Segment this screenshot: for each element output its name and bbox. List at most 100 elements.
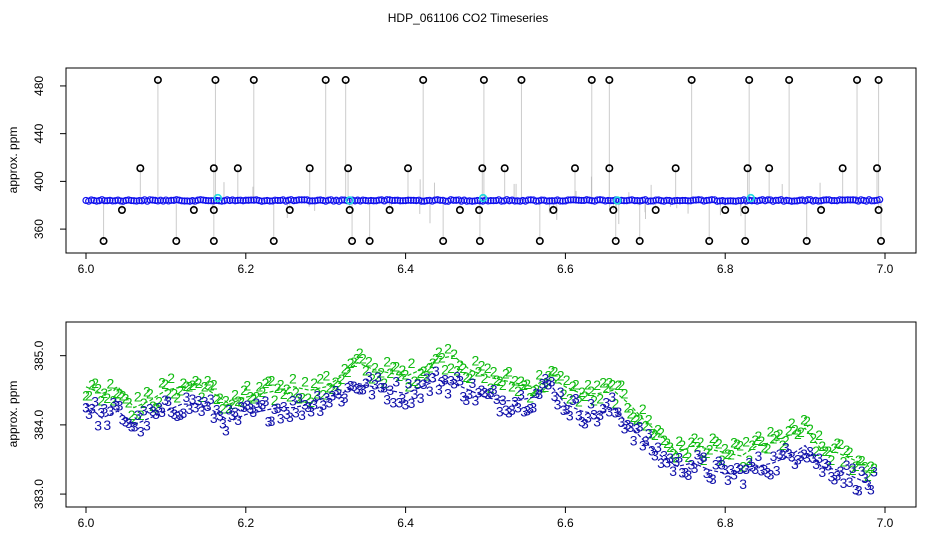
series-2-marker: 2 [344,364,352,380]
series-2-marker: 2 [347,355,355,371]
flagged-point [609,206,618,215]
bottom-y-tick-label: 385.0 [32,340,46,370]
series-3-marker: 3 [785,445,793,461]
series-2-marker: 2 [827,452,835,468]
flagged-point [635,237,644,246]
series-2-marker: 2 [350,354,358,370]
series-2-marker: 2 [815,427,823,443]
series-2-marker: 2 [809,430,817,446]
flagged-point [345,206,354,215]
series-3-marker: 3 [666,450,674,466]
series-3-marker: 3 [94,417,102,433]
series-2-marker: 2 [691,430,699,446]
series-3-marker: 3 [843,457,851,473]
flagged-point [475,237,484,246]
series-3-marker: 3 [834,468,842,484]
series-2-marker: 2 [392,359,400,375]
series-2-marker: 2 [277,376,285,392]
flagged-point [535,237,544,246]
series-2-marker: 2 [106,375,114,391]
series-2-marker: 2 [155,393,163,409]
series-3-marker: 3 [602,394,610,410]
series-3-marker: 3 [414,376,422,392]
series-2-marker: 2 [109,393,117,409]
series-2-marker: 2 [283,381,291,397]
series-2-marker: 2 [149,398,157,414]
flagged-point [853,75,862,84]
data-point [402,196,410,205]
flagged-point [249,75,258,84]
bottom-plot-marks: 2222222222222222222222222222222222222222… [82,341,878,499]
series-3-marker: 3 [216,407,224,423]
series-3-marker: 3 [377,380,385,396]
series-3-marker: 3 [179,405,187,421]
series-2-marker: 2 [736,437,744,453]
data-point [657,197,665,205]
series-3-marker: 3 [776,446,784,462]
series-3-marker: 3 [867,482,875,498]
series-3-marker: 3 [569,392,577,408]
series-2-marker: 2 [678,437,686,453]
series-3-marker: 3 [481,385,489,401]
series-3-marker: 3 [319,397,327,413]
series-2-marker: 2 [642,417,650,433]
series-3-marker: 3 [846,474,854,490]
series-2-marker: 2 [599,375,607,391]
series-2-marker: 2 [444,341,452,357]
series-3-marker: 3 [657,455,665,471]
series-2-marker: 2 [325,379,333,395]
data-point [569,196,577,204]
series-3-marker: 3 [210,410,218,426]
series-2-marker: 2 [295,390,303,406]
series-3-marker: 3 [103,417,111,433]
bottom-x-tick-label: 6.2 [237,516,254,530]
flagged-point [344,164,353,173]
series-2-marker: 2 [228,396,236,412]
series-3-marker: 3 [225,402,233,418]
series-2-marker: 2 [243,378,251,394]
series-2-marker: 2 [773,428,781,444]
series-2-marker: 2 [420,363,428,379]
series-3-marker: 3 [161,392,169,408]
top-x-tick-label: 7.0 [877,262,894,276]
series-3-marker: 3 [633,421,641,437]
series-2-marker: 2 [341,361,349,377]
data-point [721,197,729,205]
series-2-marker: 2 [158,375,166,391]
series-3-marker: 3 [176,407,184,423]
data-point [543,197,551,205]
series-2-marker: 2 [265,373,273,389]
flagged-point [802,237,811,246]
series-3-marker: 3 [472,393,480,409]
series-3-marker: 3 [648,443,656,459]
series-3-marker: 3 [800,446,808,462]
series-2-marker: 2 [182,378,190,394]
series-3-marker: 3 [751,461,759,477]
data-point [841,196,849,204]
data-point [133,197,141,205]
bottom-x-tick-label: 6.0 [78,516,95,530]
bottom-x-tick-label: 6.8 [717,516,734,530]
series-2-marker: 2 [560,386,568,402]
series-3-marker: 3 [758,463,766,479]
data-point [292,196,301,204]
series-3-marker: 3 [608,389,616,405]
series-2-marker: 2 [399,362,407,378]
flagged-point [517,75,526,84]
data-point [338,196,346,204]
series-2-marker: 2 [137,407,145,423]
series-2-marker: 2 [618,377,626,393]
series-3-marker: 3 [742,461,750,477]
bottom-panel: 2222222222222222222222222222222222222222… [6,321,917,530]
series-2-marker: 2 [450,346,458,362]
series-2-marker: 2 [152,399,160,415]
series-2-marker: 2 [447,360,455,376]
series-2-marker: 2 [821,443,829,459]
series-3-marker: 3 [453,369,461,385]
data-point [788,197,796,205]
series-2-marker: 2 [548,362,556,378]
series-3-marker: 3 [818,464,826,480]
series-3-marker: 3 [368,387,376,403]
series-3-marker: 3 [128,418,136,434]
series-3-marker: 3 [475,385,483,401]
